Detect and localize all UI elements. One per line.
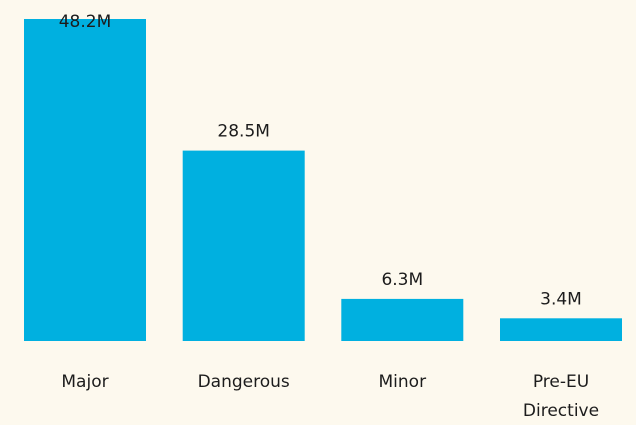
- category-label-line: Pre-EU: [533, 372, 589, 392]
- bar: [182, 150, 305, 341]
- bar: [500, 318, 622, 341]
- category-labels-group: Major Dangerous Minor Pre-EU Directive: [61, 372, 599, 421]
- bar-value-label: 3.4M: [540, 289, 582, 309]
- category-label: Major: [61, 372, 108, 392]
- bar: [341, 298, 464, 341]
- category-label-line: Directive: [523, 401, 599, 421]
- bar: [24, 19, 146, 341]
- bar-value-label: 6.3M: [381, 270, 423, 290]
- category-label-line: Major: [61, 372, 108, 392]
- bars-group: [24, 19, 622, 341]
- bar-value-label: 48.2M: [59, 12, 112, 32]
- value-labels-group: 48.2M 28.5M 6.3M 3.4M: [59, 12, 582, 309]
- category-label-line: Dangerous: [198, 372, 290, 392]
- bar-value-label: 28.5M: [217, 122, 270, 142]
- category-label: Minor: [379, 372, 427, 392]
- category-label: Dangerous: [198, 372, 290, 392]
- category-label: Pre-EU Directive: [523, 372, 599, 421]
- category-label-line: Minor: [379, 372, 427, 392]
